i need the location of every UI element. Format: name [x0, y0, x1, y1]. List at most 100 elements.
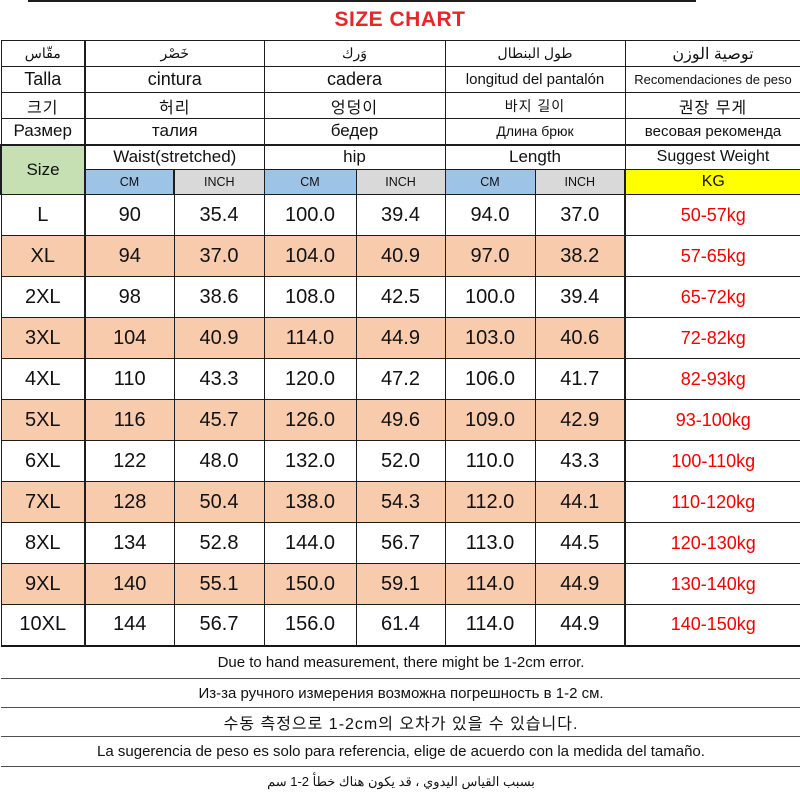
hip-cm-cell: 100.0 — [263, 194, 357, 236]
weight-cell: 130-140kg — [624, 563, 800, 605]
hip-cm-cell: 120.0 — [263, 358, 357, 400]
unit-weight-kg: KG — [624, 169, 800, 195]
header-weight-russian: весовая рекоменда — [624, 118, 800, 145]
header-size-korean: 크기 — [0, 92, 86, 119]
header-weight-arabic: توصية الوزن — [624, 40, 800, 67]
note-row-arabic: بسبب القياس اليدوي ، قد يكون هناك خطأ 2-… — [1, 766, 800, 798]
length-inch-cell: 38.2 — [534, 235, 626, 277]
length-cm-cell: 94.0 — [444, 194, 536, 236]
hip-cm-cell: 104.0 — [263, 235, 357, 277]
hip-cm-cell: 108.0 — [263, 276, 357, 318]
header-weight-korean: 권장 무게 — [624, 92, 800, 119]
header-hip-russian: бедер — [263, 118, 446, 145]
header-hip-arabic: وَرك — [263, 40, 446, 67]
table-row: 9XL 140 55.1 150.0 59.1 114.0 44.9 130-1… — [0, 563, 800, 605]
length-cm-cell: 114.0 — [444, 604, 536, 646]
header-size-russian: Размер — [0, 118, 86, 145]
waist-cm-cell: 94 — [84, 235, 175, 277]
table-row: 10XL 144 56.7 156.0 61.4 114.0 44.9 140-… — [0, 604, 800, 646]
note-row-russian: Из-за ручного измерения возможна погрешн… — [1, 678, 800, 708]
header-size-english: Size — [0, 143, 86, 195]
unit-length-inch: INCH — [534, 169, 626, 195]
hip-cm-cell: 132.0 — [263, 440, 357, 482]
waist-inch-cell: 45.7 — [173, 399, 265, 441]
waist-inch-cell: 55.1 — [173, 563, 265, 605]
waist-cm-cell: 144 — [84, 604, 175, 646]
size-cell: 9XL — [0, 563, 86, 605]
hip-inch-cell: 54.3 — [355, 481, 446, 523]
waist-cm-cell: 140 — [84, 563, 175, 605]
length-inch-cell: 42.9 — [534, 399, 626, 441]
waist-inch-cell: 35.4 — [173, 194, 265, 236]
length-cm-cell: 97.0 — [444, 235, 536, 277]
weight-cell: 100-110kg — [624, 440, 800, 482]
waist-cm-cell: 128 — [84, 481, 175, 523]
size-cell: XL — [0, 235, 86, 277]
unit-hip-cm: CM — [263, 169, 357, 195]
size-cell: 3XL — [0, 317, 86, 359]
weight-cell: 120-130kg — [624, 522, 800, 564]
waist-inch-cell: 56.7 — [173, 604, 265, 646]
table-row: 2XL 98 38.6 108.0 42.5 100.0 39.4 65-72k… — [0, 276, 800, 318]
header-waist-english: Waist(stretched) — [84, 143, 265, 170]
waist-cm-cell: 98 — [84, 276, 175, 318]
size-cell: 5XL — [0, 399, 86, 441]
title-bar: SIZE CHART — [0, 0, 800, 40]
waist-cm-cell: 116 — [84, 399, 175, 441]
hip-cm-cell: 150.0 — [263, 563, 357, 605]
table-row: 6XL 122 48.0 132.0 52.0 110.0 43.3 100-1… — [0, 440, 800, 482]
length-cm-cell: 113.0 — [444, 522, 536, 564]
waist-cm-cell: 110 — [84, 358, 175, 400]
weight-cell: 140-150kg — [624, 604, 800, 646]
hip-cm-cell: 126.0 — [263, 399, 357, 441]
header-length-korean: 바지 길이 — [444, 92, 626, 119]
top-border-line — [28, 0, 696, 2]
table-row: 7XL 128 50.4 138.0 54.3 112.0 44.1 110-1… — [0, 481, 800, 523]
waist-inch-cell: 43.3 — [173, 358, 265, 400]
length-cm-cell: 112.0 — [444, 481, 536, 523]
size-cell: 10XL — [0, 604, 86, 646]
header-length-english: Length — [444, 143, 626, 170]
weight-cell: 72-82kg — [624, 317, 800, 359]
hip-inch-cell: 44.9 — [355, 317, 446, 359]
weight-cell: 50-57kg — [624, 194, 800, 236]
note-row-spanish: La sugerencia de peso es solo para refer… — [1, 736, 800, 767]
waist-inch-cell: 52.8 — [173, 522, 265, 564]
unit-length-cm: CM — [444, 169, 536, 195]
table-row: 4XL 110 43.3 120.0 47.2 106.0 41.7 82-93… — [0, 358, 800, 400]
header-hip-spanish: cadera — [263, 66, 446, 93]
hip-inch-cell: 56.7 — [355, 522, 446, 564]
table-row: XL 94 37.0 104.0 40.9 97.0 38.2 57-65kg — [0, 235, 800, 277]
table-row: 3XL 104 40.9 114.0 44.9 103.0 40.6 72-82… — [0, 317, 800, 359]
table-row: L 90 35.4 100.0 39.4 94.0 37.0 50-57kg — [0, 194, 800, 236]
size-cell: 6XL — [0, 440, 86, 482]
hip-inch-cell: 47.2 — [355, 358, 446, 400]
header-waist-korean: 허리 — [84, 92, 265, 119]
waist-cm-cell: 134 — [84, 522, 175, 564]
note-english: Due to hand measurement, there might be … — [1, 644, 800, 679]
weight-cell: 82-93kg — [624, 358, 800, 400]
header-size-spanish: Talla — [0, 66, 86, 93]
note-korean: 수동 측정으로 1-2cm의 오차가 있을 수 있습니다. — [1, 707, 800, 737]
note-arabic: بسبب القياس اليدوي ، قد يكون هناك خطأ 2-… — [1, 766, 800, 798]
waist-cm-cell: 122 — [84, 440, 175, 482]
unit-waist-inch: INCH — [173, 169, 265, 195]
length-cm-cell: 100.0 — [444, 276, 536, 318]
header-waist-arabic: خَصْر — [84, 40, 265, 67]
hip-cm-cell: 138.0 — [263, 481, 357, 523]
waist-inch-cell: 37.0 — [173, 235, 265, 277]
waist-inch-cell: 40.9 — [173, 317, 265, 359]
size-cell: L — [0, 194, 86, 236]
length-cm-cell: 110.0 — [444, 440, 536, 482]
hip-inch-cell: 59.1 — [355, 563, 446, 605]
weight-cell: 110-120kg — [624, 481, 800, 523]
note-row-korean: 수동 측정으로 1-2cm의 오차가 있을 수 있습니다. — [1, 707, 800, 737]
header-length-spanish: longitud del pantalón — [444, 66, 626, 93]
length-cm-cell: 109.0 — [444, 399, 536, 441]
weight-cell: 65-72kg — [624, 276, 800, 318]
length-inch-cell: 44.9 — [534, 563, 626, 605]
header-row-arabic: مقّاس خَصْر وَرك طول البنطال توصية الوزن — [0, 40, 800, 67]
length-inch-cell: 43.3 — [534, 440, 626, 482]
length-cm-cell: 114.0 — [444, 563, 536, 605]
hip-inch-cell: 42.5 — [355, 276, 446, 318]
